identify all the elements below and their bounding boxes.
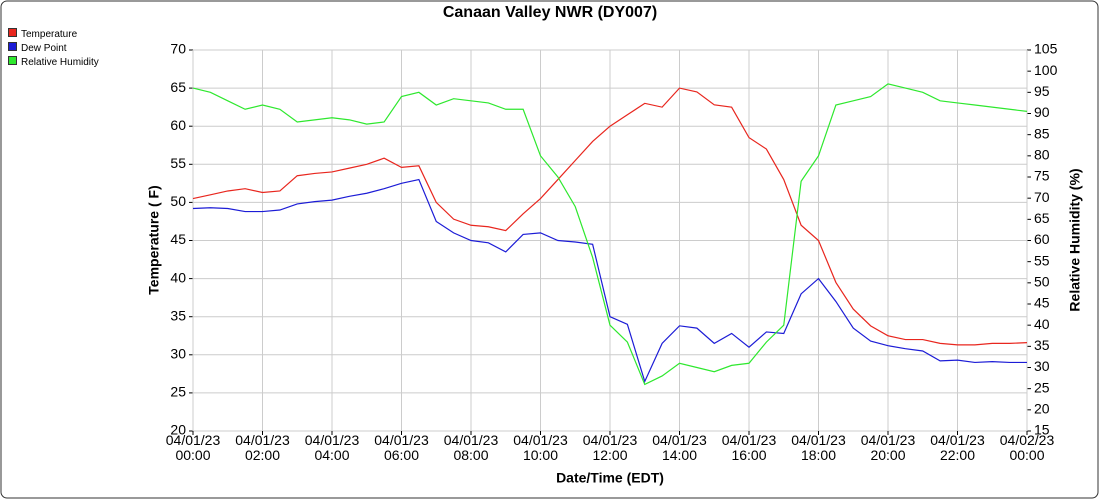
x-tick-label: 04/02/23 00:00 xyxy=(999,432,1055,463)
y2-tick-label: 90 xyxy=(1034,104,1050,120)
legend-label: Relative Humidity xyxy=(21,57,99,68)
x-tick-label: 04/01/23 14:00 xyxy=(652,432,707,463)
y2-axis-label: Relative Humidity (%) xyxy=(1067,168,1083,311)
y-axis-label: Temperature ( F) xyxy=(146,185,162,294)
y-tick-label: 40 xyxy=(170,269,186,285)
series-line xyxy=(192,87,1028,346)
y2-tick-label: 65 xyxy=(1034,210,1050,226)
y2-tick-label: 15 xyxy=(1034,422,1050,438)
y-tick-label: 30 xyxy=(170,346,186,362)
y2-tick-label: 20 xyxy=(1034,401,1050,417)
legend-swatch xyxy=(8,42,17,51)
y2-tick-label: 75 xyxy=(1034,168,1050,184)
y-tick-label: 55 xyxy=(170,155,186,171)
y-tick-label: 50 xyxy=(170,193,186,209)
y-tick-label: 20 xyxy=(170,422,186,438)
y2-tick-label: 35 xyxy=(1034,337,1050,353)
y-tick-label: 60 xyxy=(170,117,186,133)
legend-swatch xyxy=(8,28,17,37)
y2-tick-label: 55 xyxy=(1034,252,1050,268)
x-tick-label: 04/01/23 22:00 xyxy=(930,432,985,463)
x-tick-label: 04/01/23 06:00 xyxy=(374,432,429,463)
y2-tick-label: 50 xyxy=(1034,274,1050,290)
x-tick-label: 04/01/23 08:00 xyxy=(443,432,499,463)
series-line xyxy=(192,83,1028,386)
x-tick-label: 04/01/23 16:00 xyxy=(721,432,777,463)
chart-title: Canaan Valley NWR (DY007) xyxy=(443,4,657,21)
y-tick-label: 45 xyxy=(170,231,186,247)
y2-tick-label: 100 xyxy=(1034,62,1058,78)
x-tick-label: 04/01/23 00:00 xyxy=(165,432,221,463)
y2-tick-label: 25 xyxy=(1034,379,1050,395)
y2-tick-label: 40 xyxy=(1034,316,1050,332)
x-tick-label: 04/01/23 04:00 xyxy=(304,432,360,463)
y2-tick-label: 70 xyxy=(1034,189,1050,205)
y2-tick-label: 60 xyxy=(1034,231,1050,247)
y2-tick-label: 80 xyxy=(1034,147,1050,163)
y2-tick-label: 30 xyxy=(1034,358,1050,374)
legend-label: Temperature xyxy=(21,29,78,40)
y2-tick-label: 95 xyxy=(1034,83,1050,99)
y-tick-label: 70 xyxy=(170,41,186,57)
x-tick-label: 04/01/23 10:00 xyxy=(513,432,568,463)
legend-label: Dew Point xyxy=(21,43,67,54)
y2-tick-label: 85 xyxy=(1034,125,1050,141)
y-tick-label: 35 xyxy=(170,307,186,323)
y-tick-label: 25 xyxy=(170,384,186,400)
x-tick-label: 04/01/23 18:00 xyxy=(791,432,846,463)
y-tick-label: 65 xyxy=(170,79,186,95)
x-tick-label: 04/01/23 12:00 xyxy=(582,432,638,463)
legend-item: Relative Humidity xyxy=(8,56,99,68)
series-line xyxy=(192,178,1027,384)
x-tick-label: 04/01/23 20:00 xyxy=(860,432,916,463)
legend-swatch xyxy=(8,56,17,65)
y2-tick-label: 105 xyxy=(1034,41,1058,57)
y2-tick-label: 45 xyxy=(1034,295,1050,311)
x-axis-label: Date/Time (EDT) xyxy=(556,470,664,486)
legend-item: Dew Point xyxy=(8,42,67,54)
legend-item: Temperature xyxy=(8,28,77,40)
x-tick-label: 04/01/23 02:00 xyxy=(235,432,290,463)
